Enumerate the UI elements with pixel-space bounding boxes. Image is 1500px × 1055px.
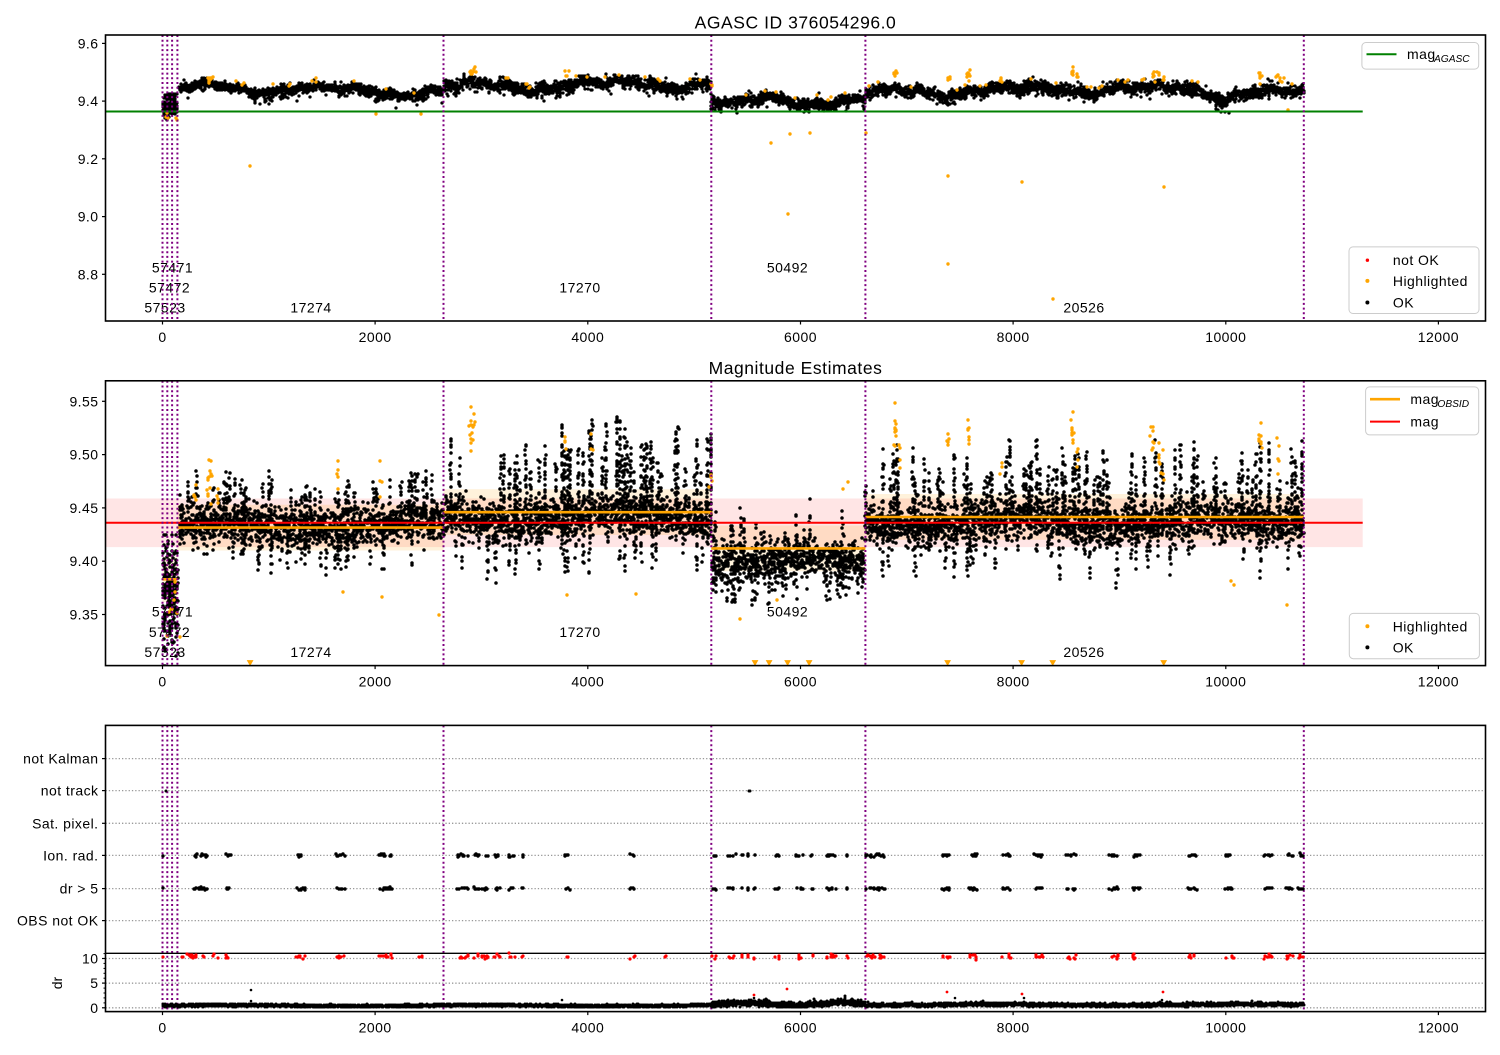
svg-text:12000: 12000: [1418, 673, 1459, 689]
svg-text:0: 0: [158, 673, 166, 689]
svg-text:6000: 6000: [784, 329, 817, 345]
svg-text:6000: 6000: [784, 1019, 817, 1035]
svg-text:OBS not OK: OBS not OK: [17, 913, 99, 929]
svg-text:Highlighted: Highlighted: [1393, 273, 1468, 289]
svg-text:0: 0: [158, 329, 166, 345]
svg-text:20526: 20526: [1063, 644, 1104, 660]
svg-text:not Kalman: not Kalman: [23, 751, 98, 767]
svg-text:0: 0: [90, 1000, 98, 1016]
svg-text:OK: OK: [1393, 295, 1414, 311]
svg-text:8000: 8000: [997, 673, 1030, 689]
svg-text:9.4: 9.4: [78, 93, 99, 109]
svg-text:8.8: 8.8: [78, 266, 99, 282]
svg-text:2000: 2000: [359, 329, 392, 345]
svg-text:17274: 17274: [290, 644, 331, 660]
svg-text:10000: 10000: [1205, 1019, 1246, 1035]
svg-text:10000: 10000: [1205, 329, 1246, 345]
svg-text:17270: 17270: [559, 280, 600, 296]
svg-text:Sat. pixel.: Sat. pixel.: [32, 815, 98, 831]
svg-text:OBSID: OBSID: [1437, 399, 1469, 410]
svg-text:mag: mag: [1410, 414, 1439, 430]
svg-text:2000: 2000: [359, 673, 392, 689]
svg-text:4000: 4000: [571, 673, 604, 689]
svg-text:8000: 8000: [997, 1019, 1030, 1035]
svg-text:17270: 17270: [559, 624, 600, 640]
svg-text:9.35: 9.35: [69, 607, 98, 623]
svg-text:dr: dr: [49, 976, 65, 989]
svg-text:9.45: 9.45: [69, 500, 98, 516]
svg-text:not OK: not OK: [1393, 252, 1439, 268]
svg-text:12000: 12000: [1418, 329, 1459, 345]
svg-text:9.55: 9.55: [69, 393, 98, 409]
svg-text:Magnitude Estimates: Magnitude Estimates: [709, 358, 883, 378]
svg-text:6000: 6000: [784, 673, 817, 689]
svg-text:Ion. rad.: Ion. rad.: [43, 847, 98, 863]
svg-text:2000: 2000: [359, 1019, 392, 1035]
svg-text:10: 10: [82, 951, 98, 967]
svg-text:0: 0: [158, 1019, 166, 1035]
svg-text:57472: 57472: [149, 280, 190, 296]
svg-text:mag: mag: [1410, 391, 1439, 407]
svg-text:5: 5: [90, 975, 98, 991]
svg-text:mag: mag: [1407, 46, 1436, 62]
svg-text:50492: 50492: [767, 604, 808, 620]
svg-text:9.0: 9.0: [78, 209, 99, 225]
svg-text:4000: 4000: [571, 1019, 604, 1035]
svg-text:AGASC ID 376054296.0: AGASC ID 376054296.0: [695, 12, 897, 32]
svg-text:50492: 50492: [767, 260, 808, 276]
svg-text:9.6: 9.6: [78, 35, 99, 51]
svg-text:not track: not track: [41, 783, 99, 799]
svg-text:12000: 12000: [1418, 1019, 1459, 1035]
svg-text:4000: 4000: [571, 329, 604, 345]
svg-text:OK: OK: [1393, 639, 1414, 655]
svg-text:9.50: 9.50: [69, 447, 98, 463]
svg-text:17274: 17274: [290, 300, 331, 316]
svg-text:Highlighted: Highlighted: [1393, 618, 1468, 634]
svg-text:AGASC: AGASC: [1433, 54, 1470, 65]
svg-text:9.40: 9.40: [69, 553, 98, 569]
svg-text:57523: 57523: [144, 300, 185, 316]
svg-text:9.2: 9.2: [78, 151, 99, 167]
svg-text:dr > 5: dr > 5: [60, 881, 99, 897]
svg-text:20526: 20526: [1063, 300, 1104, 316]
svg-text:8000: 8000: [997, 329, 1030, 345]
svg-text:10000: 10000: [1205, 673, 1246, 689]
